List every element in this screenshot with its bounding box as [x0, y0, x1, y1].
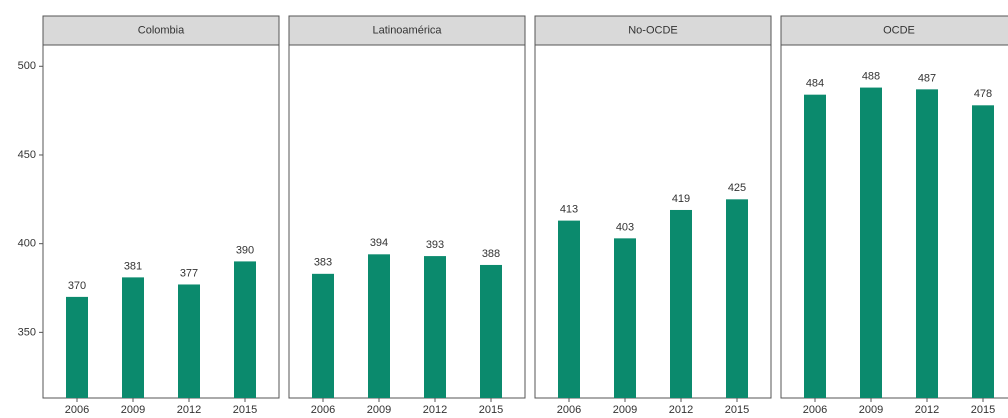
value-label: 403 [616, 221, 634, 233]
value-label: 390 [236, 244, 254, 256]
strip-label: Latinoamérica [372, 24, 442, 36]
strip [288, 15, 526, 46]
strip-label: Colombia [138, 24, 185, 36]
x-tick-label: 2009 [121, 404, 145, 416]
bar [972, 105, 994, 398]
strip [534, 15, 772, 46]
value-label: 488 [862, 70, 880, 82]
strip-label: No-OCDE [628, 24, 678, 36]
x-tick-label: 2012 [669, 404, 693, 416]
x-tick-label: 2006 [311, 404, 335, 416]
x-tick-label: 2006 [65, 404, 89, 416]
bar [424, 256, 446, 398]
x-tick-label: 2006 [557, 404, 581, 416]
value-label: 484 [806, 78, 824, 90]
x-tick-label: 2006 [803, 404, 827, 416]
bar [234, 261, 256, 398]
x-tick-label: 2015 [233, 404, 257, 416]
x-tick-label: 2012 [423, 404, 447, 416]
value-label: 425 [728, 182, 746, 194]
bar [726, 199, 748, 398]
value-label: 487 [918, 72, 936, 84]
bar [122, 277, 144, 398]
value-label: 383 [314, 257, 332, 269]
bar [312, 273, 334, 398]
bar [670, 209, 692, 398]
value-label: 377 [180, 267, 198, 279]
bar [860, 87, 882, 398]
bar [916, 89, 938, 398]
strip-label: OCDE [883, 24, 915, 36]
panel [288, 44, 526, 399]
x-tick-label: 2012 [915, 404, 939, 416]
x-tick-label: 2015 [479, 404, 503, 416]
bar [614, 238, 636, 398]
value-label: 413 [560, 204, 578, 216]
y-tick-label: 450 [18, 149, 36, 161]
strip [780, 15, 1008, 46]
y-tick-label: 350 [18, 326, 36, 338]
panel [534, 44, 772, 399]
bar [66, 296, 88, 398]
x-tick-label: 2015 [725, 404, 749, 416]
value-label: 388 [482, 248, 500, 260]
y-tick-label: 400 [18, 238, 36, 250]
value-label: 381 [124, 260, 142, 272]
value-label: 478 [974, 88, 992, 100]
panel [42, 44, 280, 399]
value-label: 393 [426, 239, 444, 251]
x-tick-label: 2009 [367, 404, 391, 416]
panel [780, 44, 1008, 399]
x-tick-label: 2012 [177, 404, 201, 416]
x-tick-label: 2009 [613, 404, 637, 416]
bar [368, 254, 390, 398]
value-label: 394 [370, 237, 388, 249]
bar [558, 220, 580, 398]
x-tick-label: 2009 [859, 404, 883, 416]
strip [42, 15, 280, 46]
y-tick-label: 500 [18, 60, 36, 72]
bar [804, 94, 826, 399]
value-label: 370 [68, 280, 86, 292]
value-label: 419 [672, 193, 690, 205]
bar [480, 264, 502, 398]
x-tick-label: 2015 [971, 404, 995, 416]
bar [178, 284, 200, 398]
